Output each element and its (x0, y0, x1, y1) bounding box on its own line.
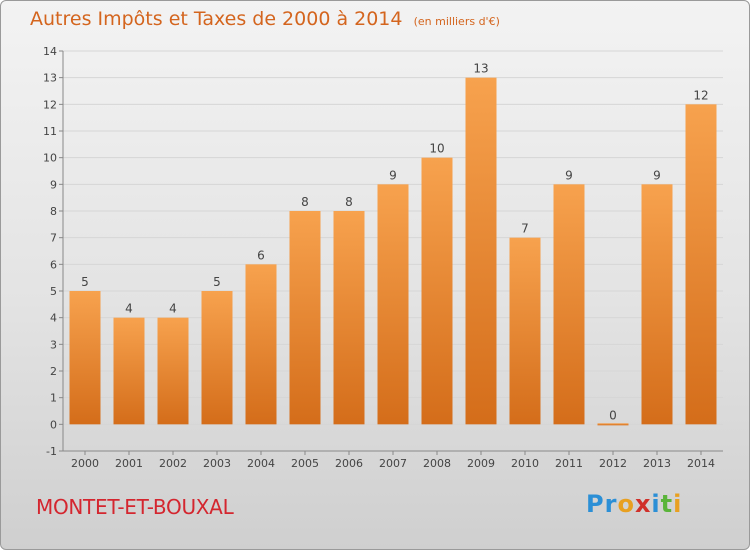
bar-value-label: 9 (565, 168, 573, 182)
x-tick-label: 2002 (159, 457, 187, 470)
y-tick-label: 13 (43, 72, 57, 85)
y-tick-label: -1 (46, 445, 57, 458)
bar-2012 (597, 423, 629, 426)
y-tick-label: 2 (50, 365, 57, 378)
logo-letter: o (617, 490, 635, 518)
y-tick-label: 9 (50, 178, 57, 191)
bar-value-label: 9 (653, 168, 661, 182)
bar-value-label: 0 (609, 408, 617, 422)
bar-value-label: 8 (301, 195, 309, 209)
bar-2008 (421, 157, 453, 425)
bar-2007 (377, 184, 409, 425)
y-tick-label: 12 (43, 98, 57, 111)
bar-2009 (465, 77, 497, 425)
bar-2001 (113, 317, 145, 425)
bar-value-label: 4 (125, 302, 133, 316)
logo-letter: t (660, 490, 674, 518)
y-tick-label: 5 (50, 285, 57, 298)
y-tick-label: 3 (50, 338, 57, 351)
bar-value-label: 4 (169, 302, 177, 316)
y-tick-label: 6 (50, 258, 57, 271)
bars (69, 77, 717, 426)
y-tick-label: 11 (43, 125, 57, 138)
y-tick-label: 1 (50, 392, 57, 405)
y-tick-label: 7 (50, 232, 57, 245)
bar-2006 (333, 211, 365, 425)
x-tick-label: 2000 (71, 457, 99, 470)
bar-value-label: 5 (213, 275, 221, 289)
x-tick-label: 2008 (423, 457, 451, 470)
x-tick-label: 2010 (511, 457, 539, 470)
bar-2010 (509, 237, 541, 425)
labels: 5 2000 4 2001 4 2002 5 2003 6 2004 8 2005 8 2006 9 2007… (71, 62, 715, 470)
x-tick-label: 2014 (687, 457, 715, 470)
bar-2002 (157, 317, 189, 425)
bar-2004 (245, 264, 277, 425)
x-tick-label: 2009 (467, 457, 495, 470)
proxiti-logo: Proxiti (586, 490, 682, 518)
bar-2011 (553, 184, 585, 425)
y-tick-label: 4 (50, 312, 57, 325)
x-tick-label: 2003 (203, 457, 231, 470)
x-tick-label: 2005 (291, 457, 319, 470)
x-tick-label: 2012 (599, 457, 627, 470)
bar-2013 (641, 184, 673, 425)
logo-letter: P (586, 490, 605, 518)
x-tick-label: 2011 (555, 457, 583, 470)
bar-value-label: 10 (429, 142, 444, 156)
bar-2003 (201, 291, 233, 425)
bar-value-label: 13 (473, 62, 488, 76)
x-tick-label: 2001 (115, 457, 143, 470)
y-tick-label: 8 (50, 205, 57, 218)
logo-letter: i (651, 490, 661, 518)
bar-value-label: 6 (257, 248, 265, 262)
chart-title-block: Autres Impôts et Taxes de 2000 à 2014 (e… (30, 8, 500, 30)
logo-letter: i (673, 490, 683, 518)
y-tick-label: 10 (43, 152, 57, 165)
x-tick-label: 2006 (335, 457, 363, 470)
bar-2005 (289, 211, 321, 425)
bar-value-label: 9 (389, 168, 397, 182)
bar-2000 (69, 291, 101, 425)
chart-unit: (en milliers d'€) (413, 15, 500, 28)
bar-value-label: 7 (521, 222, 529, 236)
commune-name: MONTET-ET-BOUXAL (36, 495, 234, 519)
y-tick-label: 0 (50, 418, 57, 431)
bar-value-label: 8 (345, 195, 353, 209)
bar-value-label: 12 (693, 88, 708, 102)
x-tick-label: 2013 (643, 457, 671, 470)
logo-letter: r (604, 490, 618, 518)
logo-letter: x (634, 490, 652, 518)
chart-title: Autres Impôts et Taxes de 2000 à 2014 (30, 8, 403, 30)
x-tick-label: 2007 (379, 457, 407, 470)
bar-value-label: 5 (81, 275, 89, 289)
y-tick-label: 14 (43, 45, 57, 58)
bar-2014 (685, 104, 717, 425)
x-tick-label: 2004 (247, 457, 275, 470)
